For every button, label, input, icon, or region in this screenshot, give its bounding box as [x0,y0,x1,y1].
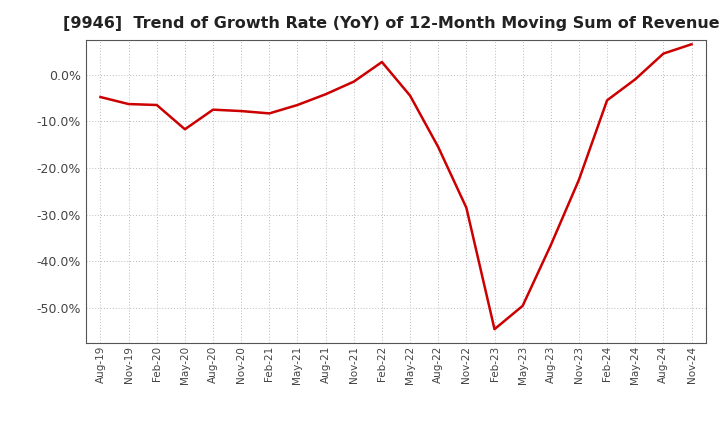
Title: [9946]  Trend of Growth Rate (YoY) of 12-Month Moving Sum of Revenues: [9946] Trend of Growth Rate (YoY) of 12-… [63,16,720,32]
